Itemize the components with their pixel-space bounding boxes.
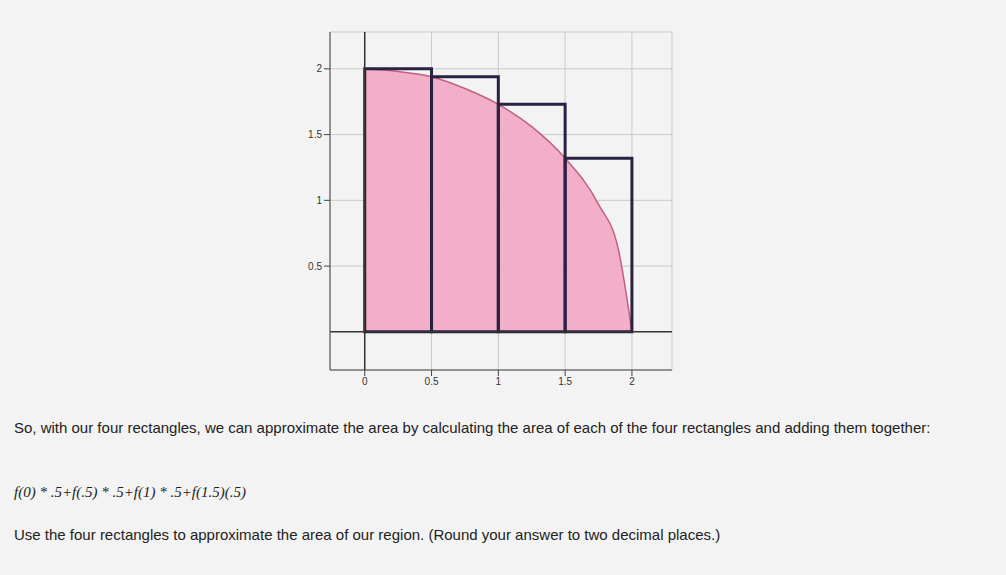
svg-text:2: 2 (316, 63, 322, 74)
svg-text:1: 1 (316, 195, 322, 206)
svg-text:1.5: 1.5 (308, 129, 322, 140)
svg-text:0.5: 0.5 (308, 261, 322, 272)
svg-text:1: 1 (496, 376, 502, 387)
html-text:f(0) * .5+f(.5) * .5+f(1) * .5: f(0) * .5+f(.5) * .5+f(1) * .5+f(1.5)(.5… (14, 484, 246, 500)
svg-text:0.5: 0.5 (425, 376, 439, 387)
html-text:Use the four rectangles to app: Use the four rectangles to approximate t… (14, 526, 721, 543)
svg-text:2: 2 (629, 376, 635, 387)
svg-text:0: 0 (362, 376, 368, 387)
svg-text:1.5: 1.5 (558, 376, 572, 387)
html-text:So, with our four rectangles,: So, with our four rectangles, we can app… (14, 419, 931, 436)
